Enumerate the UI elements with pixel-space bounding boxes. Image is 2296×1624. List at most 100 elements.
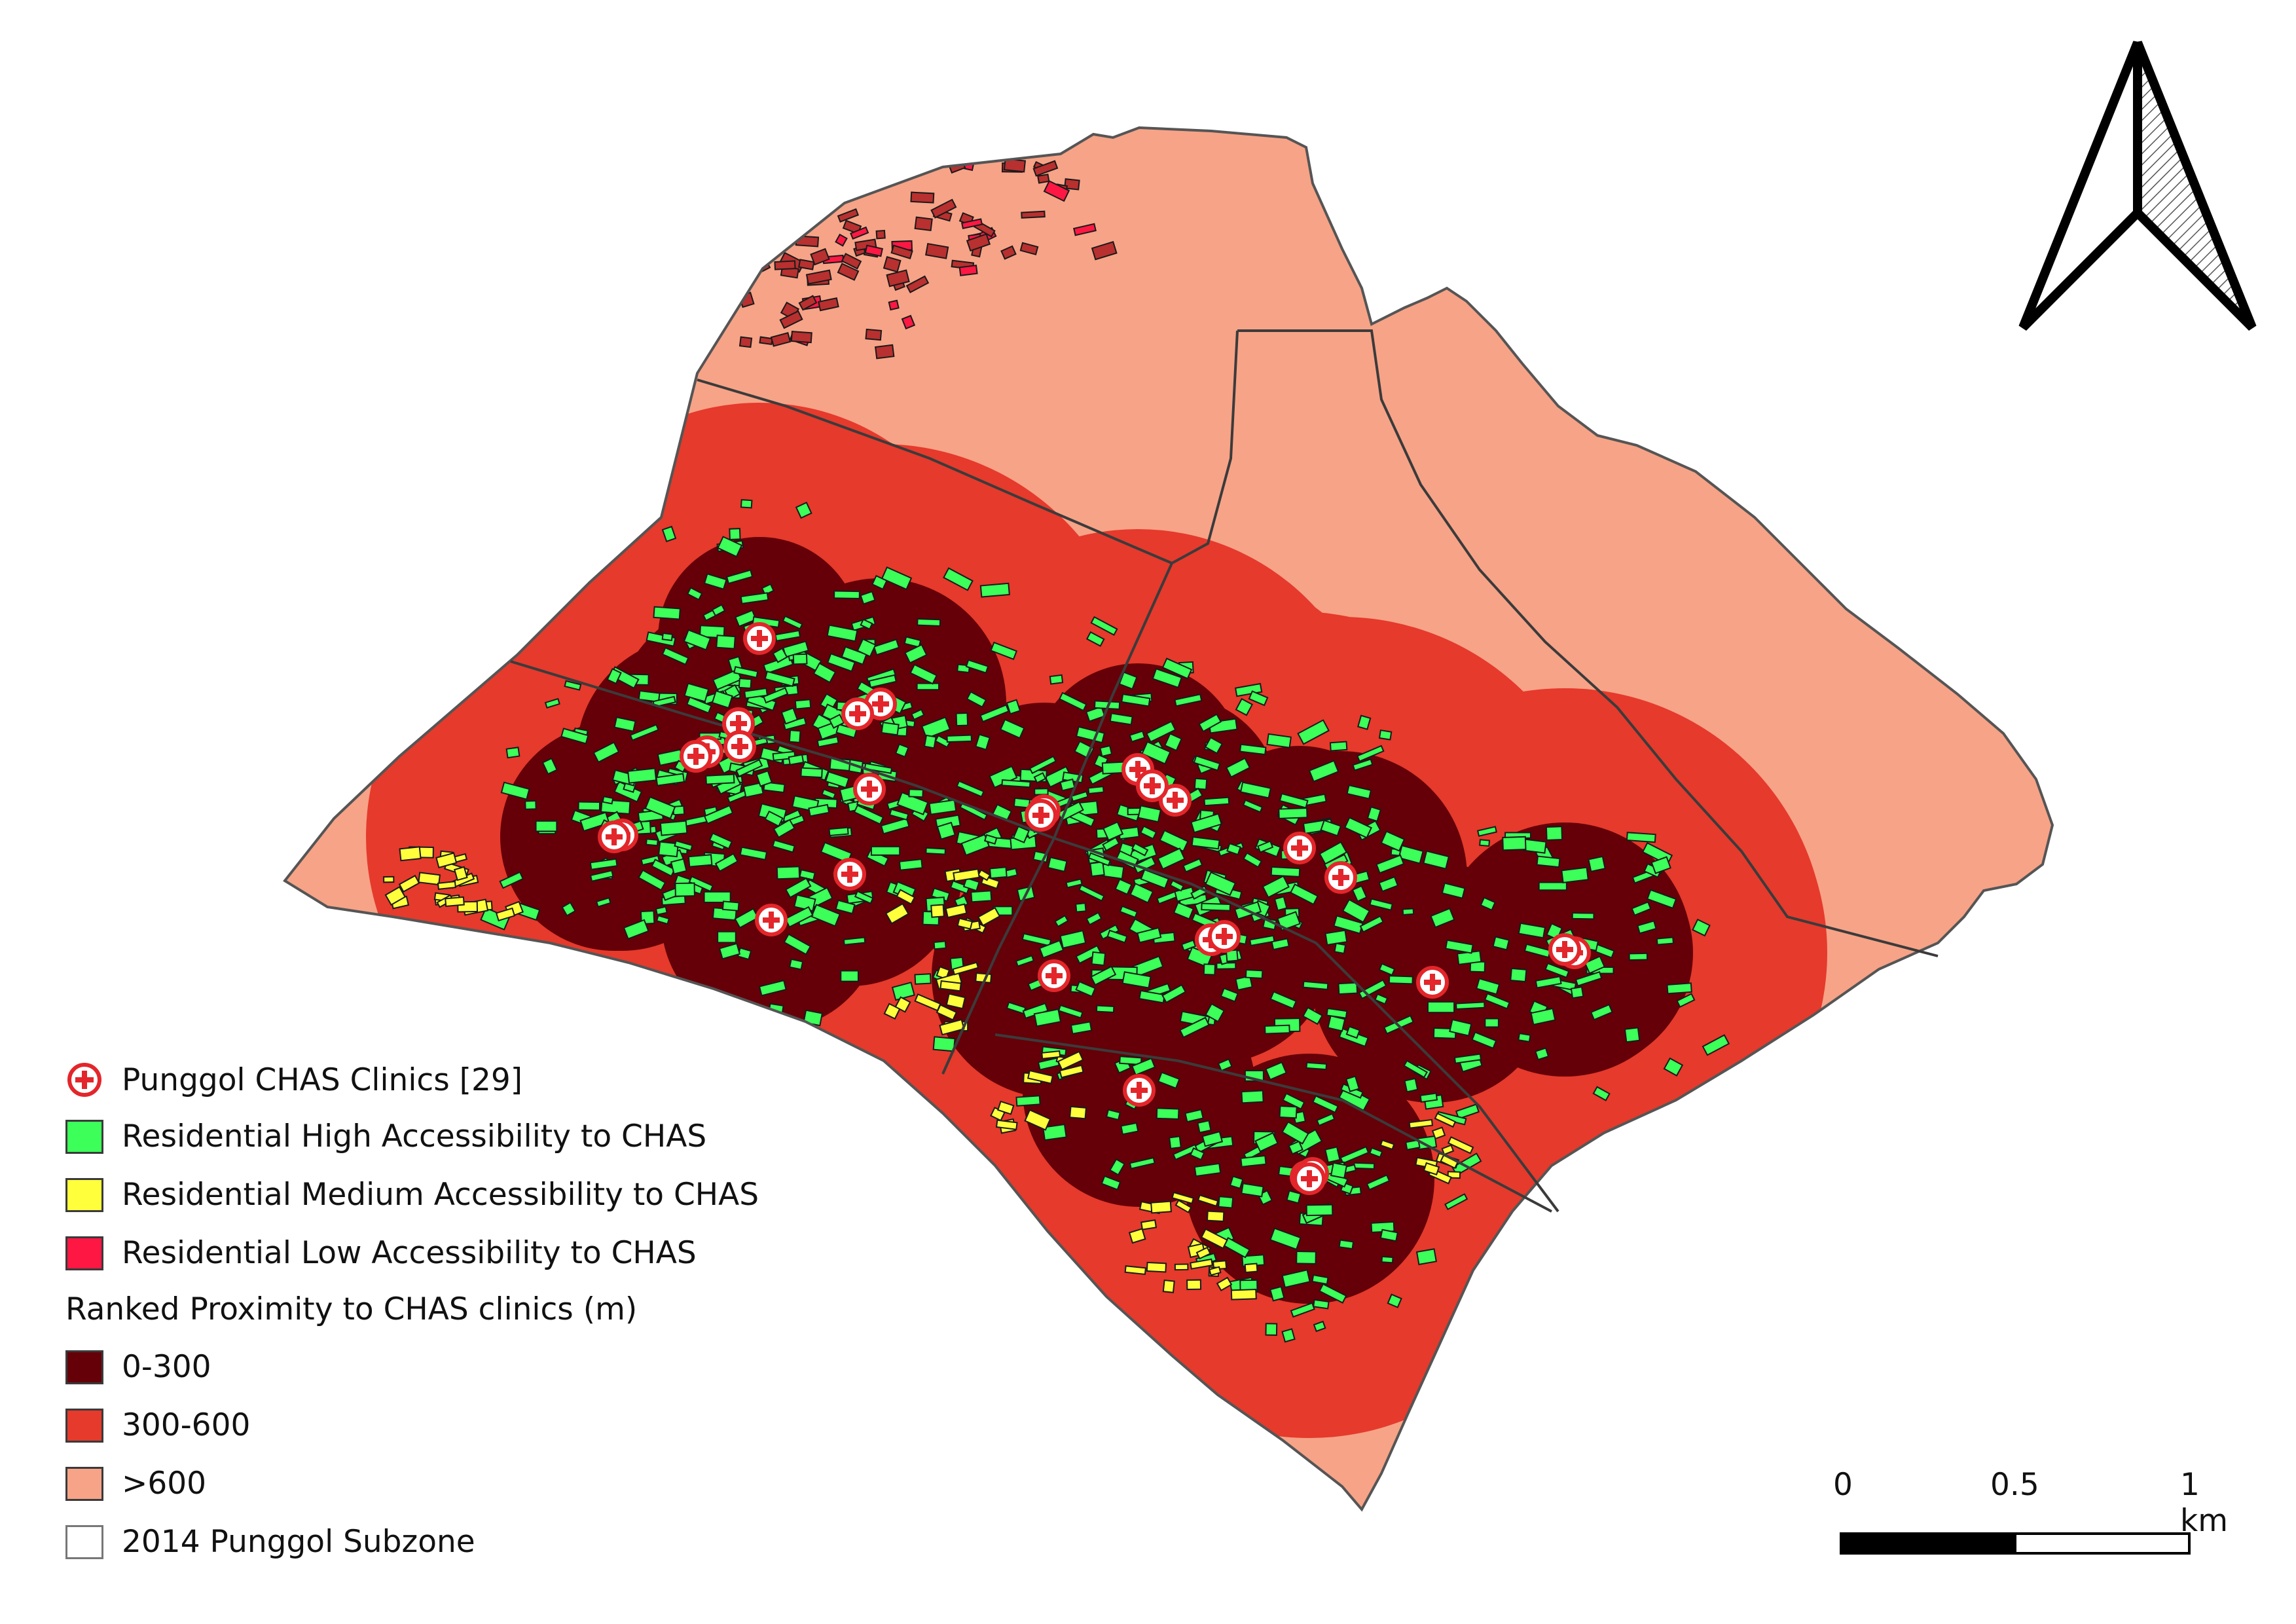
building-footprint bbox=[1296, 1250, 1317, 1264]
clinic-marker[interactable] bbox=[1038, 959, 1070, 992]
building-footprint bbox=[759, 336, 773, 345]
building-footprint bbox=[717, 536, 743, 558]
building-footprint bbox=[1243, 852, 1263, 868]
clinic-marker[interactable] bbox=[1293, 1162, 1326, 1195]
building-footprint bbox=[1172, 1143, 1199, 1161]
clinic-marker[interactable] bbox=[1136, 769, 1169, 802]
building-footprint bbox=[1069, 1105, 1087, 1120]
building-footprint bbox=[1650, 856, 1671, 874]
building-footprint bbox=[891, 982, 915, 1001]
building-footprint bbox=[835, 899, 856, 915]
building-footprint bbox=[1345, 1075, 1360, 1092]
building-footprint bbox=[1171, 1191, 1195, 1205]
building-footprint bbox=[1319, 1283, 1347, 1304]
building-footprint bbox=[965, 659, 989, 674]
building-footprint bbox=[705, 773, 735, 785]
building-footprint bbox=[904, 644, 928, 664]
building-footprint bbox=[772, 839, 795, 853]
clinic-marker[interactable] bbox=[680, 740, 712, 773]
building-footprint bbox=[1131, 842, 1149, 857]
building-footprint bbox=[1225, 757, 1251, 778]
building-footprint bbox=[1015, 955, 1035, 967]
building-footprint bbox=[1312, 1095, 1339, 1114]
building-footprint bbox=[886, 269, 910, 287]
building-footprint bbox=[1341, 898, 1371, 923]
building-footprint bbox=[721, 900, 740, 912]
band-0-300-swatch bbox=[65, 1350, 103, 1384]
building-footprint bbox=[703, 891, 731, 904]
building-footprint bbox=[936, 821, 956, 840]
building-footprint bbox=[1286, 1190, 1302, 1204]
building-footprint bbox=[821, 788, 837, 800]
clinic-marker[interactable] bbox=[598, 821, 630, 853]
clinic-marker[interactable] bbox=[1159, 784, 1192, 817]
building-footprint bbox=[888, 808, 909, 821]
building-footprint bbox=[1019, 242, 1039, 255]
building-footprint bbox=[816, 735, 839, 748]
building-footprint bbox=[1021, 932, 1052, 947]
building-footprint bbox=[1161, 984, 1187, 1004]
clinic-marker[interactable] bbox=[1025, 799, 1057, 832]
building-footprint bbox=[638, 690, 661, 703]
building-footprint bbox=[953, 868, 980, 882]
building-footprint bbox=[1378, 729, 1393, 741]
building-footprint bbox=[1308, 760, 1339, 783]
building-footprint bbox=[1588, 855, 1606, 872]
building-footprint bbox=[1405, 1139, 1421, 1151]
building-footprint bbox=[894, 996, 911, 1013]
clinic-marker[interactable] bbox=[1416, 966, 1449, 999]
building-footprint bbox=[1357, 714, 1372, 730]
building-footprint bbox=[661, 525, 677, 542]
building-footprint bbox=[955, 712, 969, 727]
building-footprint bbox=[1182, 858, 1203, 873]
building-footprint bbox=[776, 866, 801, 880]
building-footprint bbox=[833, 590, 860, 600]
building-footprint bbox=[888, 299, 900, 311]
scale-tick-0: 0 bbox=[1833, 1467, 1853, 1503]
clinic-marker[interactable] bbox=[1283, 832, 1316, 864]
building-footprint bbox=[1075, 944, 1102, 965]
clinic-marker[interactable] bbox=[841, 697, 874, 730]
clinic-markers-layer[interactable] bbox=[598, 622, 1591, 1195]
building-footprint bbox=[1152, 668, 1183, 689]
building-footprint bbox=[653, 606, 681, 620]
building-footprint bbox=[524, 800, 537, 810]
legend-row-medium: Residential Medium Accessibility to CHAS bbox=[65, 1177, 759, 1213]
clinic-marker[interactable] bbox=[723, 730, 756, 763]
building-footprint bbox=[1248, 934, 1275, 947]
building-footprint bbox=[1379, 1139, 1395, 1151]
building-footprint bbox=[841, 253, 862, 270]
building-footprint bbox=[1408, 1118, 1434, 1129]
building-footprint bbox=[914, 216, 933, 232]
building-footprint bbox=[1038, 940, 1065, 959]
building-footprint bbox=[1434, 1112, 1457, 1128]
building-footprint bbox=[1510, 967, 1527, 983]
building-footprint bbox=[1338, 982, 1358, 995]
clinic-marker[interactable] bbox=[853, 773, 886, 805]
building-footprint bbox=[946, 734, 972, 743]
clinic-marker[interactable] bbox=[1123, 1074, 1156, 1107]
clinic-marker[interactable] bbox=[1208, 920, 1241, 953]
building-footprints-layer bbox=[383, 156, 1730, 1343]
building-footprint bbox=[1174, 693, 1203, 707]
clinic-marker[interactable] bbox=[1548, 933, 1581, 966]
building-footprint bbox=[835, 233, 848, 247]
building-footprint bbox=[1090, 616, 1118, 636]
building-footprint bbox=[856, 638, 877, 657]
building-footprint bbox=[703, 573, 727, 590]
building-footprint bbox=[1073, 223, 1097, 236]
building-footprint bbox=[956, 780, 985, 798]
clinic-marker[interactable] bbox=[743, 622, 776, 655]
low-accessibility-swatch bbox=[65, 1236, 103, 1270]
clinic-marker[interactable] bbox=[833, 858, 866, 891]
building-footprint bbox=[1087, 786, 1104, 795]
building-footprint bbox=[930, 904, 945, 918]
building-footprint bbox=[824, 771, 850, 789]
legend-row-low: Residential Low Accessibility to CHAS bbox=[65, 1235, 697, 1271]
building-footprint bbox=[738, 678, 752, 690]
building-footprint bbox=[1455, 1103, 1480, 1120]
clinic-marker[interactable] bbox=[1324, 861, 1357, 894]
building-footprint bbox=[1447, 1136, 1474, 1154]
clinic-marker[interactable] bbox=[755, 904, 788, 936]
